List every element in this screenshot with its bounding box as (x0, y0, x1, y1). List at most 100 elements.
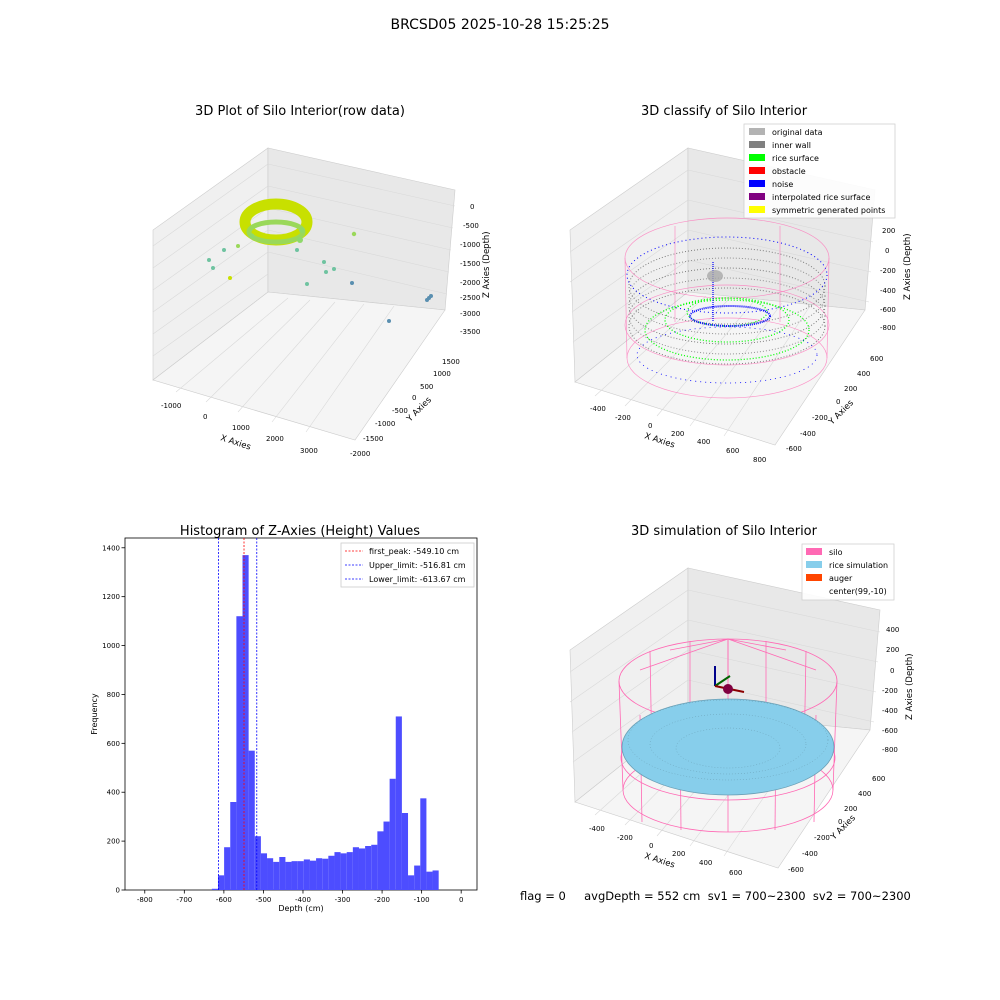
plot4-ytick: -400 (802, 850, 818, 858)
plot4-rice-surface (621, 698, 835, 796)
plot1-ztick: -1000 (460, 241, 480, 249)
hist-bar (420, 798, 427, 890)
hist-bar (346, 852, 353, 890)
hist-bar (408, 875, 415, 890)
hist-bar (371, 844, 378, 890)
plot4-ztick: 200 (886, 646, 899, 654)
histogram: -800 -700 -600 -500 -400 -300 -200 -100 0 0 200 40… (90, 537, 478, 913)
legend-label: rice simulation (829, 561, 888, 570)
plot2-ylabel: Y Axies (826, 398, 856, 428)
hist-bar (389, 778, 396, 890)
plot1-ztick: -2500 (460, 294, 480, 302)
plot2-ztick: -800 (880, 324, 896, 332)
legend-swatch (749, 206, 765, 213)
hist-title: Histogram of Z-Axies (Height) Values (179, 524, 421, 539)
plot1-ytick: 0 (412, 394, 416, 402)
hist-ytick-label: 400 (107, 789, 120, 797)
plot4-title: 3D simulation of Silo Interior (631, 524, 817, 539)
plot2-ytick: 400 (857, 370, 870, 378)
plot2-legend: original data inner wall rice surface ob… (743, 123, 896, 219)
footer-status: flag = 0 avgDepth = 552 cm sv1 = 700~230… (520, 889, 911, 903)
plot1-ztick: -500 (463, 222, 479, 230)
plot2-ytick: 0 (836, 398, 840, 406)
plot1-ztick: -3500 (460, 328, 480, 336)
plot1-ztick: -1500 (460, 260, 480, 268)
legend-swatch (806, 561, 822, 568)
hist-bar (217, 875, 225, 890)
legend-swatch (749, 180, 765, 187)
hist-bars (211, 555, 439, 890)
hist-ytick-label: 600 (107, 740, 120, 748)
hist-bar (279, 857, 286, 890)
plot4-ztick: -400 (882, 707, 898, 715)
hist-ytick-label: 1200 (102, 593, 120, 601)
plot2-xtick: -400 (590, 405, 606, 413)
plot2-panes (569, 147, 876, 446)
plot4-3d-simulation: -400 -200 0 200 400 600 600 400 200 0 -2… (569, 543, 915, 877)
hist-bar (254, 836, 261, 890)
plot1-ylabel: Y Axies (404, 395, 434, 425)
hist-bar (340, 853, 347, 890)
hist-yticks: 0 200 400 600 800 1000 1200 1400 (102, 544, 125, 895)
hist-ytick-label: 0 (116, 887, 120, 895)
hist-bar (230, 802, 237, 890)
plot4-ytick: 200 (844, 805, 857, 813)
plot4-legend: silo rice simulation auger center(99,-10… (801, 543, 895, 601)
plot4-ztick: 400 (886, 626, 899, 634)
plot1-panes (152, 147, 456, 441)
hist-bar (211, 888, 218, 890)
plot1-ytick: 500 (420, 383, 433, 391)
hist-ylabel: Frequency (90, 693, 99, 735)
hist-xtick-label: -600 (216, 896, 232, 904)
legend-swatch (749, 128, 765, 135)
plot1-ytick: 1500 (442, 358, 460, 366)
legend-swatch (749, 193, 765, 200)
plot2-ztick: -200 (880, 267, 896, 275)
plot1-zlabel: Z Axies (Depth) (482, 231, 492, 298)
hist-xticks: -800 -700 -600 -500 -400 -300 -200 -100 0 (137, 890, 463, 904)
legend-label: Upper_limit: -516.81 cm (369, 561, 466, 570)
hist-bar (334, 852, 341, 890)
hist-bar (260, 853, 268, 890)
legend-label: original data (772, 128, 823, 137)
legend-label: center(99,-10) (829, 587, 887, 596)
plot2-xtick: 600 (726, 447, 739, 455)
legend-swatch (749, 167, 765, 174)
legend-label: interpolated rice surface (772, 193, 870, 202)
plot2-3d-scatter: -400 -200 0 200 400 600 800 600 400 200 … (569, 123, 913, 464)
hist-bar (358, 848, 366, 890)
hist-bar (432, 870, 439, 890)
plot1-ytick: -1500 (363, 435, 383, 443)
hist-bar (291, 861, 298, 890)
hist-bar (267, 858, 274, 890)
hist-bar (248, 750, 255, 890)
hist-bar (377, 831, 384, 890)
hist-xtick-label: -100 (414, 896, 430, 904)
plot1-ytick: -1000 (375, 420, 395, 428)
plot2-xtick: 800 (753, 456, 766, 464)
hist-bar (322, 858, 329, 890)
hist-ytick-label: 800 (107, 691, 120, 699)
plot2-ytick: 600 (870, 355, 883, 363)
plot2-ztick: -600 (880, 306, 896, 314)
plot1-xtick: 3000 (300, 447, 318, 455)
plot2-xtick: 400 (697, 438, 710, 446)
plot1-xtick: 0 (203, 413, 207, 421)
plot2-xtick: 200 (671, 430, 684, 438)
plot4-ytick: 0 (838, 818, 842, 826)
hist-bar (401, 813, 409, 890)
plot1-data-points (207, 198, 433, 323)
hist-ytick-label: 200 (107, 838, 120, 846)
plot4-xtick: -400 (589, 825, 605, 833)
plot4-ytick: 600 (872, 775, 885, 783)
plot2-ztick: 0 (885, 247, 889, 255)
plot2-ytick: -200 (812, 414, 828, 422)
legend-label: noise (772, 180, 793, 189)
plot1-ytick: -500 (392, 407, 408, 415)
plot2-xtick: -200 (615, 414, 631, 422)
plot2-title: 3D classify of Silo Interior (640, 104, 808, 119)
hist-xtick-label: -400 (295, 896, 311, 904)
hist-bar (395, 716, 402, 890)
plot1-xtick: 2000 (266, 435, 284, 443)
plot1-xtick: -1000 (161, 402, 181, 410)
